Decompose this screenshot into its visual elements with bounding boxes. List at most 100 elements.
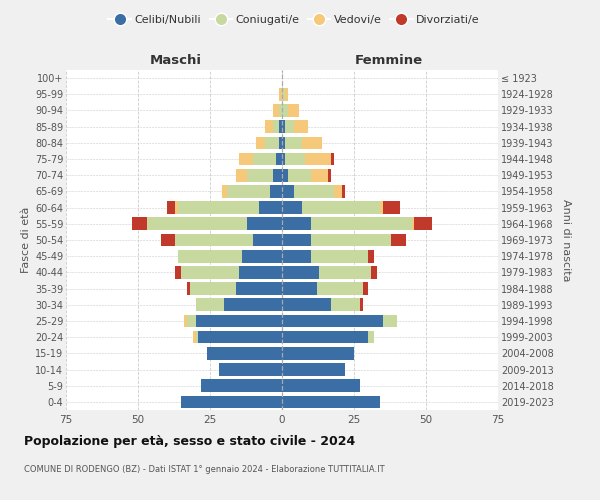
Bar (415, 218, 432, 230)
Bar (282, 314, 383, 328)
Bar (196, 298, 224, 311)
Bar (190, 282, 236, 295)
Bar (302, 136, 322, 149)
Y-axis label: Fasce di età: Fasce di età (20, 207, 31, 273)
Bar (368, 250, 374, 262)
Bar (199, 331, 282, 344)
Bar (236, 169, 247, 181)
Bar (279, 136, 282, 149)
Bar (285, 88, 288, 101)
Bar (311, 234, 391, 246)
Bar (161, 234, 175, 246)
Bar (175, 234, 253, 246)
Bar (302, 202, 380, 214)
Bar (282, 380, 360, 392)
Bar (196, 331, 199, 344)
Bar (187, 314, 196, 328)
Bar (317, 282, 362, 295)
Bar (184, 314, 187, 328)
Bar (259, 202, 282, 214)
Bar (383, 314, 397, 328)
Bar (334, 185, 343, 198)
Bar (282, 298, 331, 311)
Bar (274, 120, 279, 133)
Text: Popolazione per età, sesso e stato civile - 2024: Popolazione per età, sesso e stato civil… (24, 435, 355, 448)
Bar (239, 152, 253, 166)
Bar (331, 152, 334, 166)
Bar (175, 266, 181, 278)
Bar (311, 218, 412, 230)
Bar (221, 185, 227, 198)
Bar (253, 234, 282, 246)
Bar (227, 185, 271, 198)
Bar (256, 136, 265, 149)
Bar (391, 234, 406, 246)
Bar (178, 202, 259, 214)
Text: Maschi: Maschi (149, 54, 202, 67)
Bar (282, 152, 285, 166)
Bar (371, 266, 377, 278)
Bar (274, 104, 279, 117)
Bar (293, 185, 334, 198)
Bar (276, 152, 282, 166)
Bar (247, 218, 282, 230)
Bar (265, 120, 274, 133)
Bar (288, 169, 311, 181)
Bar (181, 266, 239, 278)
Bar (282, 218, 311, 230)
Y-axis label: Anni di nascita: Anni di nascita (560, 198, 571, 281)
Bar (279, 104, 282, 117)
Bar (146, 218, 247, 230)
Bar (282, 363, 346, 376)
Bar (368, 331, 374, 344)
Bar (305, 152, 331, 166)
Bar (360, 298, 362, 311)
Bar (247, 169, 274, 181)
Bar (265, 136, 279, 149)
Bar (239, 266, 282, 278)
Bar (282, 347, 354, 360)
Bar (224, 298, 282, 311)
Bar (175, 202, 178, 214)
Bar (285, 120, 293, 133)
Bar (282, 185, 293, 198)
Bar (288, 104, 299, 117)
Bar (271, 185, 282, 198)
Bar (132, 218, 146, 230)
Bar (293, 120, 308, 133)
Bar (196, 314, 282, 328)
Bar (282, 396, 380, 408)
Bar (328, 169, 331, 181)
Bar (285, 152, 305, 166)
Bar (236, 282, 282, 295)
Bar (178, 250, 242, 262)
Bar (279, 88, 282, 101)
Bar (187, 282, 190, 295)
Bar (311, 250, 368, 262)
Bar (380, 202, 383, 214)
Text: COMUNE DI RODENGO (BZ) - Dati ISTAT 1° gennaio 2024 - Elaborazione TUTTITALIA.IT: COMUNE DI RODENGO (BZ) - Dati ISTAT 1° g… (24, 465, 385, 474)
Bar (181, 396, 282, 408)
Bar (412, 218, 415, 230)
Bar (242, 250, 282, 262)
Bar (311, 169, 328, 181)
Legend: Celibi/Nubili, Coniugati/e, Vedovi/e, Divorziati/e: Celibi/Nubili, Coniugati/e, Vedovi/e, Di… (104, 10, 484, 29)
Bar (282, 266, 319, 278)
Bar (282, 104, 288, 117)
Bar (282, 282, 317, 295)
Bar (279, 120, 282, 133)
Bar (383, 202, 400, 214)
Bar (274, 169, 282, 181)
Bar (218, 363, 282, 376)
Bar (285, 136, 302, 149)
Bar (282, 169, 288, 181)
Bar (207, 347, 282, 360)
Bar (282, 120, 285, 133)
Bar (343, 185, 346, 198)
Bar (253, 152, 276, 166)
Bar (282, 202, 302, 214)
Bar (282, 234, 311, 246)
Bar (202, 380, 282, 392)
Bar (319, 266, 371, 278)
Bar (282, 88, 285, 101)
